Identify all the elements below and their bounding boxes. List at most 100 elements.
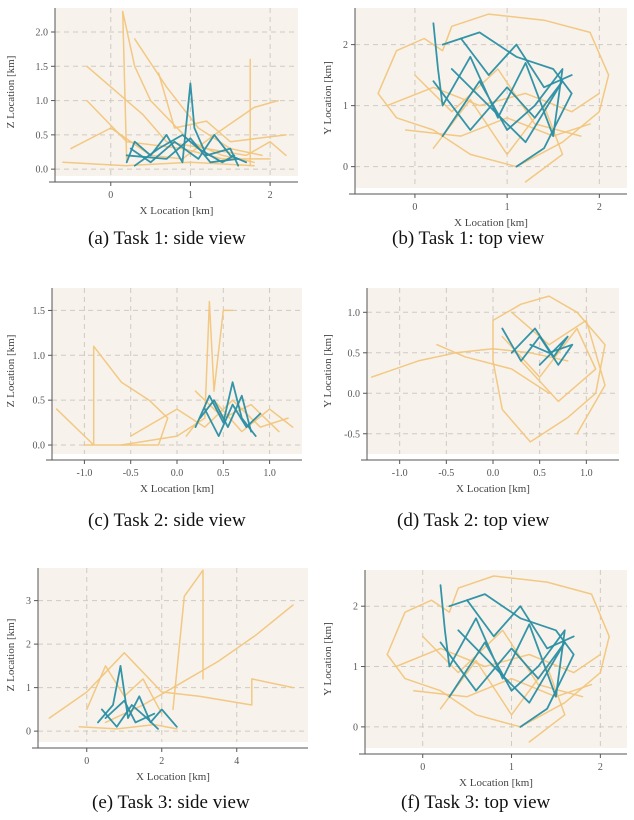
y-tick-label: 2	[26, 640, 31, 651]
x-axis-label: X Location [km]	[454, 217, 528, 229]
chart-task1-side: 0 1 2 0.0 0.5 1.0 1.5 2.0 X Location [km] Z Locat…	[5, 8, 298, 217]
x-tick-label: -0.5	[123, 468, 139, 479]
chart-task1-top: 0 1 2 0 1 2 X Location [km] Y Location [km]	[322, 8, 627, 229]
y-tick-label: -0.5	[344, 429, 360, 440]
trajectory-orange	[104, 604, 294, 724]
x-tick-label: 1.0	[580, 468, 593, 479]
y-tick-label: 0.5	[36, 130, 49, 141]
chart-panel-task1-top: 0 1 2 0 1 2 X Location [km] Y Location [km] (b)…	[317, 0, 634, 260]
chart-task2-side: -1.0 -0.5 0.0 0.5 1.0 0.0 0.5 1.0 1.5 X Location …	[5, 288, 302, 495]
trajectory-teal	[194, 381, 257, 437]
x-tick-label: 0.5	[217, 468, 230, 479]
trajectory-teal	[125, 137, 240, 164]
trajectory-orange	[133, 38, 263, 157]
trajectory-teal	[441, 31, 573, 168]
trajectory-teal	[199, 394, 252, 433]
trajectory-orange	[501, 327, 597, 403]
x-axis-label: X Location [km]	[140, 483, 214, 495]
caption-task3-top: (f) Task 3: top view	[401, 792, 551, 813]
trajectory-orange	[370, 347, 569, 378]
series-group	[370, 295, 606, 443]
chart-panel-task2-side: -1.0 -0.5 0.0 0.5 1.0 0.0 0.5 1.0 1.5 X Location …	[0, 282, 317, 542]
trajectory-teal	[129, 134, 248, 164]
y-tick-label: 2	[343, 40, 348, 51]
trajectory-teal	[510, 327, 569, 366]
x-tick-label: 2	[268, 190, 273, 201]
y-axis-label: Z Location [km]	[5, 619, 17, 692]
trajectory-orange	[386, 86, 601, 113]
y-tick-label: 3	[26, 596, 31, 607]
x-axis-label: X Location [km]	[136, 771, 210, 783]
trajectory-orange	[413, 677, 593, 698]
y-tick-label: 1	[353, 662, 358, 673]
y-tick-label: 1.5	[36, 62, 49, 73]
x-tick-label: 0	[84, 756, 89, 767]
trajectory-teal	[501, 327, 574, 366]
trajectory-orange	[120, 300, 234, 446]
series-group	[48, 569, 294, 730]
y-axis-label: Z Location [km]	[5, 335, 17, 408]
trajectory-teal	[460, 37, 573, 89]
y-axis-label: Y Location [km]	[322, 61, 334, 135]
x-tick-label: 1	[505, 202, 510, 213]
trajectory-teal	[125, 82, 240, 167]
x-tick-label: 0.0	[487, 468, 500, 479]
plot-background	[38, 568, 308, 742]
trajectory-orange	[404, 117, 591, 137]
trajectory-teal	[100, 704, 159, 730]
series-group	[62, 10, 287, 167]
y-tick-label: 1.0	[33, 351, 46, 362]
trajectory-teal	[432, 22, 564, 137]
y-tick-label: 0	[343, 162, 348, 173]
caption-task3-side: (e) Task 3: side view	[92, 792, 250, 813]
plot-background	[365, 570, 627, 748]
series-group	[55, 300, 294, 446]
x-tick-label: 0.0	[171, 468, 184, 479]
x-tick-label: 2	[597, 202, 602, 213]
x-axis-label: X Location [km]	[140, 205, 214, 217]
trajectory-teal	[439, 584, 566, 698]
y-tick-label: 0.5	[33, 396, 46, 407]
trajectory-orange	[386, 575, 610, 728]
y-tick-label: 0.0	[36, 165, 49, 176]
trajectory-orange	[48, 652, 294, 719]
chart-panel-task1-side: 0 1 2 0.0 0.5 1.0 1.5 2.0 X Location [km] Z Locat…	[0, 0, 317, 260]
series-group	[386, 575, 610, 743]
x-tick-label: -1.0	[392, 468, 408, 479]
x-tick-label: 1	[188, 190, 193, 201]
x-axis-label: X Location [km]	[459, 777, 533, 789]
y-tick-label: 0.0	[33, 441, 46, 452]
y-axis-label: Y Location [km]	[322, 622, 334, 696]
caption-task2-side: (c) Task 2: side view	[88, 510, 246, 531]
caption-task1-side: (a) Task 1: side view	[88, 228, 246, 249]
chart-panel-task3-side: 0 2 4 0 1 2 3 X Location [km] Z Location [km] (e…	[0, 562, 317, 820]
trajectory-orange	[395, 647, 602, 674]
x-tick-label: 0	[420, 762, 425, 773]
caption-task1-top: (b) Task 1: top view	[392, 228, 545, 249]
y-tick-label: 1.5	[33, 306, 46, 317]
trajectory-teal	[439, 629, 566, 704]
trajectory-orange	[432, 98, 564, 183]
x-tick-label: 0	[412, 202, 417, 213]
trajectory-orange	[492, 295, 606, 443]
y-tick-label: 2	[353, 602, 358, 613]
trajectory-orange	[439, 659, 566, 743]
trajectory-orange	[510, 311, 606, 435]
x-axis-label: X Location [km]	[456, 483, 530, 495]
x-tick-label: -1.0	[76, 468, 92, 479]
x-tick-label: 4	[234, 756, 239, 767]
chart-task3-top: 0 1 2 0 1 2 X Location [km] Y Location [km]	[322, 570, 627, 789]
x-tick-label: 0	[108, 190, 113, 201]
trajectory-teal	[466, 599, 575, 650]
trajectory-teal	[448, 593, 575, 728]
chart-panel-task3-top: 0 1 2 0 1 2 X Location [km] Y Location [km] (f)…	[317, 562, 634, 820]
y-tick-label: 1	[343, 101, 348, 112]
chart-task2-top: -1.0 -0.5 0.0 0.5 1.0 -0.5 0.0 0.5 1.0 X Location…	[322, 288, 619, 495]
trajectory-orange	[377, 13, 610, 168]
chart-panel-task2-top: -1.0 -0.5 0.0 0.5 1.0 -0.5 0.0 0.5 1.0 X Location…	[317, 282, 634, 542]
trajectory-orange	[78, 723, 178, 730]
trajectory-orange	[157, 72, 287, 143]
trajectory-teal	[104, 699, 156, 724]
caption-task2-top: (d) Task 2: top view	[397, 510, 550, 531]
trajectory-orange	[55, 345, 169, 446]
